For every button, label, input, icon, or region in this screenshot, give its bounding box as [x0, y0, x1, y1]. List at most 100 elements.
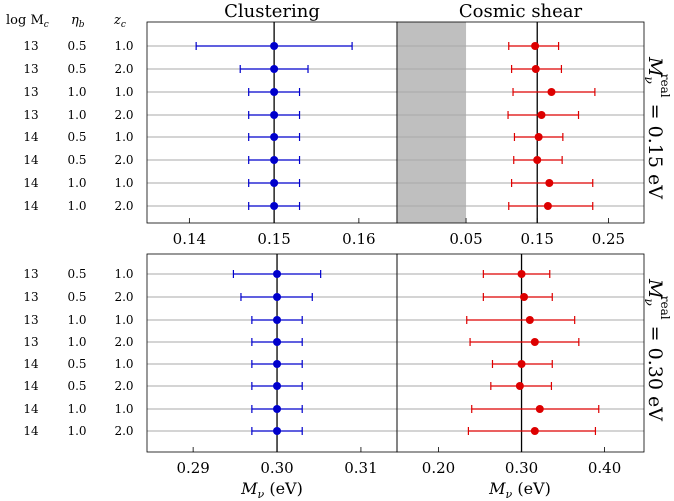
tick-label: 0.30 — [260, 459, 293, 477]
row-label: 14 — [23, 130, 39, 144]
data-point — [248, 156, 301, 164]
row-label: 0.5 — [67, 153, 86, 167]
row-label: 14 — [23, 424, 39, 438]
data-point — [240, 293, 313, 301]
marker — [530, 338, 539, 346]
row-label: 0.5 — [67, 379, 86, 393]
row-label: 1.0 — [114, 39, 133, 53]
row-label: 2.0 — [114, 153, 133, 167]
panel-frame — [396, 253, 645, 453]
row-label: 0.5 — [67, 39, 86, 53]
side-label-top: Mν real = 0.15 eV — [642, 56, 672, 199]
tick-label: 0.40 — [588, 459, 621, 477]
data-point — [508, 42, 560, 50]
marker — [534, 133, 543, 141]
data-point — [511, 65, 563, 73]
panel-title: Cosmic shear — [459, 1, 583, 22]
data-point — [466, 316, 576, 324]
marker — [270, 179, 279, 187]
header-eta-b: ηb — [71, 13, 85, 30]
row-label: 1.0 — [67, 85, 86, 99]
marker — [270, 111, 279, 119]
panel-frame — [146, 21, 398, 224]
tick-label: 0.25 — [592, 230, 625, 248]
row-label: 2.0 — [114, 379, 133, 393]
panels: 0.14 0.15 0.16 Clustering 0.05 0.15 0.25 Cosmic… — [146, 1, 645, 477]
data-point — [248, 202, 301, 210]
panel-title: Clustering — [224, 1, 320, 22]
marker — [270, 133, 279, 141]
marker — [547, 88, 556, 96]
row-label: 13 — [23, 267, 38, 281]
marker — [270, 65, 279, 73]
marker — [520, 293, 529, 301]
data-point — [251, 338, 303, 346]
marker — [273, 360, 282, 368]
row-label: 1.0 — [114, 85, 133, 99]
data-point — [251, 382, 303, 390]
row-label: 13 — [23, 313, 38, 327]
marker — [273, 338, 282, 346]
row-label: 1.0 — [67, 402, 86, 416]
row-label: 14 — [23, 176, 39, 190]
marker — [530, 427, 539, 435]
panel-frame — [396, 21, 645, 224]
data-point — [251, 405, 303, 413]
row-label: 2.0 — [114, 290, 133, 304]
row-label: 2.0 — [114, 335, 133, 349]
tick-label: 0.16 — [342, 230, 375, 248]
data-point — [482, 270, 551, 278]
row-label: 14 — [23, 199, 39, 213]
tick-label: 0.29 — [176, 459, 209, 477]
data-point — [467, 427, 597, 435]
tick-label: 0.30 — [505, 459, 538, 477]
data-point — [251, 360, 303, 368]
tick-label: 0.15 — [521, 230, 554, 248]
tick-label: 0.05 — [449, 230, 482, 248]
row-label: 14 — [23, 357, 39, 371]
data-point — [513, 133, 564, 141]
marker — [273, 405, 282, 413]
marker — [543, 202, 552, 210]
panel-bottom-right: 0.20 0.30 0.40 — [396, 253, 645, 477]
data-point — [248, 88, 301, 96]
data-point — [507, 111, 580, 119]
marker — [533, 156, 542, 164]
tick-label: 0.15 — [257, 230, 290, 248]
row-label: 13 — [23, 62, 38, 76]
row-label: 1.0 — [67, 108, 86, 122]
data-point — [513, 156, 563, 164]
shaded-region — [397, 22, 467, 223]
data-point — [511, 179, 594, 187]
panel-bottom-left: 0.29 0.30 0.31 — [146, 253, 398, 477]
row-label: 1.0 — [114, 313, 133, 327]
marker — [515, 382, 524, 390]
row-label: 13 — [23, 85, 38, 99]
data-point — [195, 42, 353, 50]
panel-top-right: 0.05 0.15 0.25 Cosmic shear — [396, 1, 645, 248]
data-point — [232, 270, 322, 278]
data-point — [248, 179, 301, 187]
row-label: 2.0 — [114, 424, 133, 438]
marker — [531, 65, 540, 73]
row-label: 14 — [23, 153, 39, 167]
data-point — [491, 360, 553, 368]
row-label: 0.5 — [67, 130, 86, 144]
tick-label: 0.31 — [344, 459, 377, 477]
marker — [545, 179, 554, 187]
marker — [273, 382, 282, 390]
header-z-c: zc — [113, 13, 126, 30]
data-point — [251, 316, 303, 324]
marker — [273, 293, 282, 301]
data-point — [469, 338, 580, 346]
row-label: 1.0 — [114, 402, 133, 416]
data-point — [239, 65, 309, 73]
marker — [270, 156, 279, 164]
panel-frame — [146, 253, 398, 453]
row-label: 2.0 — [114, 62, 133, 76]
marker — [270, 202, 279, 210]
data-point — [490, 382, 553, 390]
marker — [270, 42, 279, 50]
row-label: 2.0 — [114, 199, 133, 213]
